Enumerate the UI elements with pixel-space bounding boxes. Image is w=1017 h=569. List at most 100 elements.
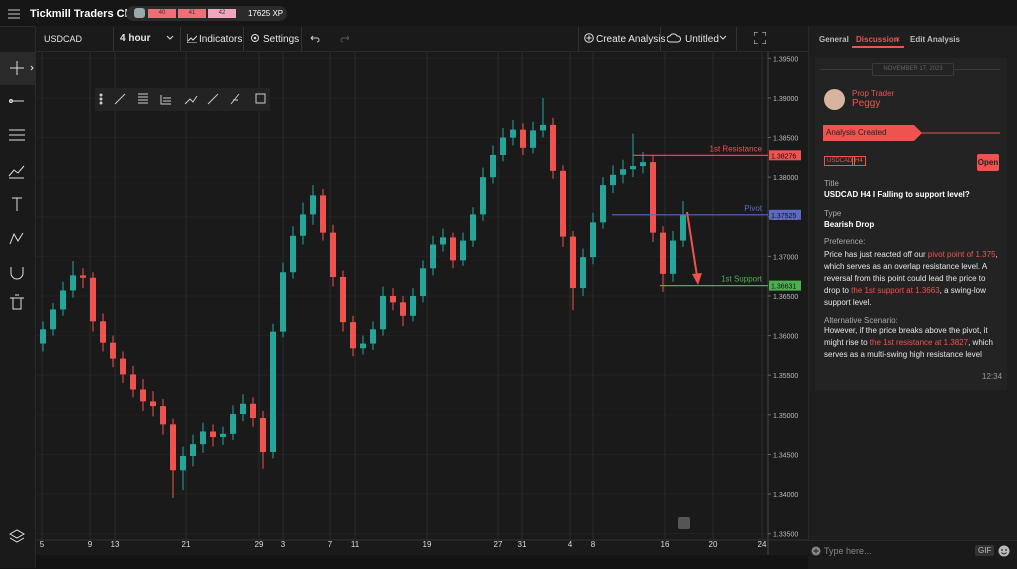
- candle-body: [410, 296, 416, 316]
- candle-body: [170, 424, 176, 471]
- text: However, if the price breaks above the p…: [824, 326, 988, 347]
- emoji[interactable]: [998, 545, 1010, 557]
- price-label: 1.36631: [771, 284, 796, 291]
- candle-body: [530, 130, 536, 148]
- price-label: 1.37525: [771, 213, 796, 220]
- candle-body: [250, 403, 256, 418]
- candle-body: [670, 240, 676, 274]
- level: 41: [178, 9, 206, 18]
- highlight: pivot point of 1.375: [927, 250, 996, 259]
- y-tick-label: 1.37000: [773, 254, 798, 261]
- candle-body: [230, 414, 236, 434]
- preference: Price has just reacted off our pivot poi…: [824, 249, 1000, 309]
- settings-icon: [251, 34, 259, 42]
- y-tick-label: 1.34000: [773, 492, 798, 499]
- label: Alternative Scenario:: [824, 316, 898, 325]
- candle-body: [200, 431, 206, 445]
- tab-active[interactable]: Discussion: [856, 35, 899, 44]
- level-bar: 40 41 42: [148, 9, 236, 18]
- price-box: [769, 280, 801, 291]
- y-tick-label: 1.38500: [773, 136, 798, 143]
- tag: USDCAD: [824, 156, 856, 166]
- create-analysis[interactable]: Create Analysis: [596, 34, 666, 45]
- avatar: [824, 89, 845, 110]
- menu-icon[interactable]: [8, 9, 20, 19]
- candle-body: [460, 240, 466, 261]
- x-tick-label: 16: [661, 540, 670, 549]
- candle-body: [280, 272, 286, 332]
- role: Prop Trader: [852, 89, 895, 98]
- arrow-head: [692, 273, 702, 285]
- message-card: [815, 58, 1007, 390]
- indicators[interactable]: Indicators: [199, 34, 243, 45]
- x-tick-label: 4: [568, 540, 573, 549]
- price-label: 1.38276: [771, 153, 796, 160]
- candle-body: [660, 232, 666, 274]
- chevron: [719, 35, 727, 40]
- add-icon[interactable]: [811, 546, 821, 556]
- text: Price has just reacted off our: [824, 250, 928, 259]
- candle-body: [570, 236, 576, 289]
- label: Title: [824, 179, 839, 188]
- badge-icon: [134, 8, 145, 18]
- symbol[interactable]: USDCAD: [44, 34, 83, 44]
- tool-icons[interactable]: [0, 52, 35, 552]
- toolbar: [35, 26, 808, 52]
- x-tick-label: 27: [494, 540, 503, 549]
- event-banner: [823, 125, 1000, 141]
- candle-body: [450, 237, 456, 261]
- undo-redo[interactable]: [310, 34, 350, 43]
- candle-body: [590, 222, 596, 258]
- settings[interactable]: Settings: [263, 34, 300, 45]
- candle-body: [400, 302, 406, 316]
- date: NOVEMBER 17, 2023: [872, 63, 954, 76]
- highlight: the 1st resistance at 1.3827: [869, 338, 969, 347]
- candle-body: [320, 195, 326, 233]
- user: Peggy: [852, 98, 881, 109]
- candle-body: [160, 406, 166, 425]
- candle-body: [390, 296, 396, 303]
- candle-body: [470, 214, 476, 241]
- y-tick-label: 1.36500: [773, 294, 798, 301]
- candle-body: [480, 177, 486, 215]
- hint-icon[interactable]: [678, 517, 690, 529]
- chevron: [166, 35, 174, 40]
- x-tick-label: 3: [281, 540, 286, 549]
- tab[interactable]: Edit Analysis: [910, 35, 960, 44]
- drawing-tools[interactable]: [99, 93, 266, 105]
- close-tab[interactable]: ×: [895, 34, 901, 44]
- candle-body: [300, 214, 306, 236]
- x-tick-label: 9: [88, 540, 93, 549]
- candle-body: [610, 174, 616, 186]
- candle-body: [500, 137, 506, 155]
- candle-body: [360, 343, 366, 349]
- price-box: [769, 150, 801, 161]
- candle-body: [40, 329, 46, 344]
- message-input[interactable]: Type here...: [824, 546, 872, 556]
- candle-body: [490, 154, 496, 178]
- open-button[interactable]: Open: [977, 154, 999, 171]
- tab[interactable]: General: [819, 35, 849, 44]
- x-tick-label: 20: [709, 540, 718, 549]
- candle-body: [630, 166, 636, 170]
- interval[interactable]: 4 hour: [120, 33, 151, 44]
- analysis-name[interactable]: Untitled: [685, 34, 719, 45]
- y-tick-label: 1.35000: [773, 413, 798, 420]
- level-name: 1st Support: [721, 275, 763, 284]
- candle-body: [210, 431, 216, 438]
- x-tick-label: 8: [591, 540, 596, 549]
- alternative: However, if the price breaks above the p…: [824, 325, 1000, 361]
- candle-body: [290, 235, 296, 273]
- gif-button[interactable]: GIF: [975, 545, 995, 556]
- chart-bg: [35, 52, 808, 555]
- level-name: Pivot: [744, 204, 763, 213]
- level: 40: [148, 9, 176, 18]
- candle-body: [60, 290, 66, 310]
- candle-body: [270, 331, 276, 453]
- candle-body: [110, 342, 116, 359]
- candle-body: [330, 232, 336, 277]
- fullscreen[interactable]: [754, 32, 766, 44]
- xp: 17625 XP: [248, 9, 284, 18]
- drawing-toolbar: [95, 88, 270, 111]
- y-tick-label: 1.36000: [773, 334, 798, 341]
